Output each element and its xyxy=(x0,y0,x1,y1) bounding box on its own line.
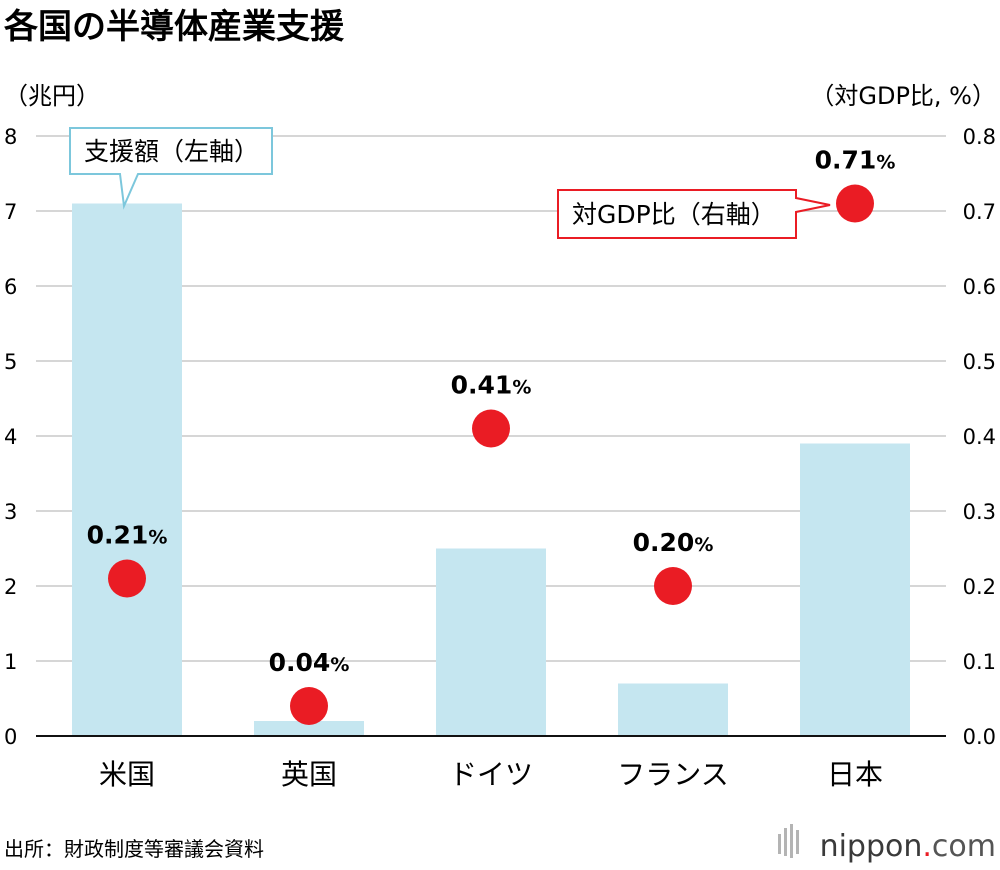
legend-callout-bars: 支援額（左軸） xyxy=(69,127,273,210)
right-tick-label: 0.3 xyxy=(963,500,996,524)
left-tick-label: 6 xyxy=(4,275,17,299)
dot-3 xyxy=(472,409,510,448)
logo-bars-icon xyxy=(778,824,799,858)
category-label-5: 日本 xyxy=(827,758,883,791)
left-tick-label: 5 xyxy=(4,350,17,374)
category-label-2: 英国 xyxy=(281,758,337,791)
category-label-4: フランス xyxy=(617,758,728,791)
dot-data-labels: 0.21% 0.04% 0.41% 0.20% 0.71% xyxy=(87,146,896,678)
left-tick-label: 4 xyxy=(4,425,17,449)
gridlines xyxy=(36,135,946,662)
left-tick-label: 0 xyxy=(4,725,17,749)
chart-title: 各国の半導体産業支援 xyxy=(4,7,345,47)
legend-label-bars: 支援額（左軸） xyxy=(84,137,259,166)
bar-3 xyxy=(436,548,546,736)
right-tick-label: 0.8 xyxy=(963,125,996,149)
left-tick-label: 1 xyxy=(4,650,17,674)
bar-1 xyxy=(72,203,182,736)
left-tick-label: 8 xyxy=(4,125,17,149)
dot-series xyxy=(108,184,874,725)
right-tick-label: 0.2 xyxy=(963,575,996,599)
right-tick-label: 0.6 xyxy=(963,275,996,299)
source-note: 出所：財政制度等審議会資料 xyxy=(4,837,264,861)
brand-logo: nippon.com xyxy=(778,824,996,864)
right-axis-ticks: 0.0 0.1 0.2 0.3 0.4 0.5 0.6 0.7 0.8 xyxy=(963,125,996,749)
dot-2 xyxy=(290,687,328,725)
right-tick-label: 0.5 xyxy=(963,350,996,374)
dot-1 xyxy=(108,559,146,598)
left-tick-label: 3 xyxy=(4,500,17,524)
left-tick-label: 2 xyxy=(4,575,17,599)
data-label-3: 0.41% xyxy=(451,371,532,400)
legend-callout-dots: 対GDP比（右軸） xyxy=(557,189,831,239)
right-tick-label: 0.0 xyxy=(963,725,996,749)
category-labels: 米国 英国 ドイツ フランス 日本 xyxy=(99,758,883,791)
data-label-2: 0.04% xyxy=(269,648,350,677)
callout-box xyxy=(69,127,273,210)
right-axis-unit: （対GDP比, %） xyxy=(810,82,996,110)
category-label-1: 米国 xyxy=(99,758,155,791)
bar-5 xyxy=(800,443,910,736)
right-tick-label: 0.1 xyxy=(963,650,996,674)
data-label-1: 0.21% xyxy=(87,521,168,550)
dot-4 xyxy=(654,567,692,605)
bar-series xyxy=(72,203,910,736)
data-label-5: 0.71% xyxy=(815,146,896,175)
callout-box xyxy=(557,189,831,239)
data-label-4: 0.20% xyxy=(633,528,714,557)
category-label-3: ドイツ xyxy=(449,758,533,791)
left-tick-label: 7 xyxy=(4,200,17,224)
bar-2 xyxy=(254,721,364,736)
bar-4 xyxy=(618,683,728,736)
legend-label-dots: 対GDP比（右軸） xyxy=(572,200,776,229)
left-axis-unit: （兆円） xyxy=(4,82,100,110)
brand-text: nippon.com xyxy=(820,829,996,864)
left-axis-ticks: 0 1 2 3 4 5 6 7 8 xyxy=(4,125,17,749)
dot-5 xyxy=(836,184,874,223)
right-tick-label: 0.4 xyxy=(963,425,996,449)
right-tick-label: 0.7 xyxy=(963,200,996,224)
